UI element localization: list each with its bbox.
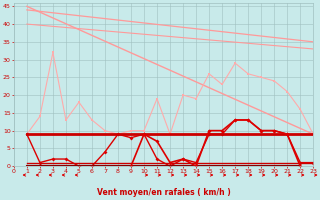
X-axis label: Vent moyen/en rafales ( km/h ): Vent moyen/en rafales ( km/h ) <box>97 188 230 197</box>
